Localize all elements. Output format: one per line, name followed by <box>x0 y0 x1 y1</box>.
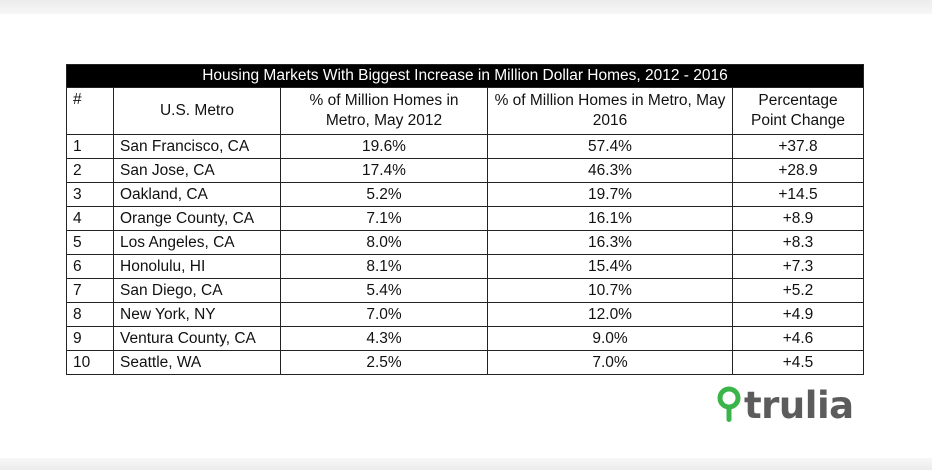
cell-pct-2012: 7.0% <box>280 302 488 327</box>
data-table: Housing Markets With Biggest Increase in… <box>66 64 864 375</box>
table-body: 1 San Francisco, CA 19.6% 57.4% +37.8 2 San Jo… <box>66 134 864 375</box>
cell-change: +4.6 <box>732 326 864 351</box>
cell-pct-2016: 46.3% <box>487 158 733 183</box>
cell-pct-2012: 19.6% <box>280 134 488 159</box>
table-row: 6 Honolulu, HI 8.1% 15.4% +7.3 <box>66 254 864 279</box>
table-title: Housing Markets With Biggest Increase in… <box>66 64 864 88</box>
top-band <box>0 0 932 14</box>
cell-change: +8.3 <box>732 230 864 255</box>
table-row: 3 Oakland, CA 5.2% 19.7% +14.5 <box>66 182 864 207</box>
column-header-2016: % of Million Homes in Metro, May 2016 <box>487 87 733 135</box>
cell-pct-2016: 16.1% <box>487 206 733 231</box>
cell-metro: San Francisco, CA <box>113 134 281 159</box>
table-row: 9 Ventura County, CA 4.3% 9.0% +4.6 <box>66 326 864 351</box>
cell-metro: Seattle, WA <box>113 350 281 375</box>
cell-change: +5.2 <box>732 278 864 303</box>
bottom-band <box>0 458 932 470</box>
cell-metro: Honolulu, HI <box>113 254 281 279</box>
cell-rank: 3 <box>66 182 114 207</box>
cell-rank: 2 <box>66 158 114 183</box>
cell-pct-2016: 9.0% <box>487 326 733 351</box>
cell-pct-2016: 19.7% <box>487 182 733 207</box>
cell-rank: 10 <box>66 350 114 375</box>
pin-ring <box>717 386 741 410</box>
cell-pct-2016: 15.4% <box>487 254 733 279</box>
table-row: 2 San Jose, CA 17.4% 46.3% +28.9 <box>66 158 864 183</box>
cell-change: +37.8 <box>732 134 864 159</box>
column-header-change: Percentage Point Change <box>732 87 864 135</box>
column-header-rank: # <box>66 87 114 135</box>
cell-metro: Ventura County, CA <box>113 326 281 351</box>
cell-rank: 4 <box>66 206 114 231</box>
cell-pct-2012: 2.5% <box>280 350 488 375</box>
cell-pct-2012: 8.1% <box>280 254 488 279</box>
title-row: Housing Markets With Biggest Increase in… <box>66 64 864 88</box>
column-header-2012: % of Million Homes in Metro, May 2012 <box>280 87 488 135</box>
cell-rank: 9 <box>66 326 114 351</box>
cell-rank: 5 <box>66 230 114 255</box>
cell-pct-2012: 8.0% <box>280 230 488 255</box>
cell-metro: Orange County, CA <box>113 206 281 231</box>
cell-metro: Oakland, CA <box>113 182 281 207</box>
map-pin-icon <box>717 386 741 422</box>
logo-text: trulia <box>744 383 854 427</box>
cell-change: +7.3 <box>732 254 864 279</box>
cell-pct-2012: 5.2% <box>280 182 488 207</box>
cell-pct-2016: 12.0% <box>487 302 733 327</box>
header-row: # U.S. Metro % of Million Homes in Metro… <box>66 87 864 135</box>
cell-pct-2016: 57.4% <box>487 134 733 159</box>
cell-rank: 1 <box>66 134 114 159</box>
cell-change: +14.5 <box>732 182 864 207</box>
trulia-logo: trulia <box>716 385 854 425</box>
cell-change: +4.5 <box>732 350 864 375</box>
cell-pct-2012: 5.4% <box>280 278 488 303</box>
cell-pct-2012: 7.1% <box>280 206 488 231</box>
cell-metro: San Diego, CA <box>113 278 281 303</box>
cell-pct-2016: 10.7% <box>487 278 733 303</box>
table-row: 8 New York, NY 7.0% 12.0% +4.9 <box>66 302 864 327</box>
cell-rank: 6 <box>66 254 114 279</box>
cell-metro: Los Angeles, CA <box>113 230 281 255</box>
cell-pct-2016: 7.0% <box>487 350 733 375</box>
cell-pct-2012: 17.4% <box>280 158 488 183</box>
table-row: 5 Los Angeles, CA 8.0% 16.3% +8.3 <box>66 230 864 255</box>
cell-change: +8.9 <box>732 206 864 231</box>
cell-metro: New York, NY <box>113 302 281 327</box>
cell-metro: San Jose, CA <box>113 158 281 183</box>
table-row: 7 San Diego, CA 5.4% 10.7% +5.2 <box>66 278 864 303</box>
column-header-metro: U.S. Metro <box>113 87 281 135</box>
cell-change: +28.9 <box>732 158 864 183</box>
cell-rank: 8 <box>66 302 114 327</box>
cell-rank: 7 <box>66 278 114 303</box>
pin-stem <box>726 405 732 422</box>
cell-pct-2012: 4.3% <box>280 326 488 351</box>
cell-change: +4.9 <box>732 302 864 327</box>
table-row: 10 Seattle, WA 2.5% 7.0% +4.5 <box>66 350 864 375</box>
table-row: 1 San Francisco, CA 19.6% 57.4% +37.8 <box>66 134 864 159</box>
table-row: 4 Orange County, CA 7.1% 16.1% +8.9 <box>66 206 864 231</box>
cell-pct-2016: 16.3% <box>487 230 733 255</box>
